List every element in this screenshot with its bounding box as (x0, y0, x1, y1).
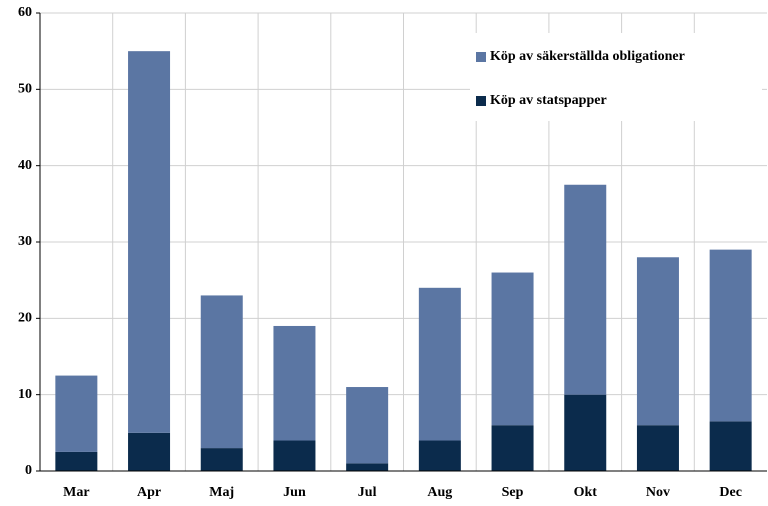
x-tick-label: Aug (427, 485, 452, 500)
x-tick-label: Maj (209, 485, 234, 500)
x-tick-label: Apr (137, 485, 161, 500)
bar-segment (709, 421, 752, 471)
legend-swatch (476, 52, 486, 62)
bar-segment (564, 394, 607, 471)
bar-segment (491, 425, 534, 471)
y-tick-label: 50 (18, 82, 32, 97)
x-tick-label: Nov (646, 485, 670, 500)
bar-segment (491, 272, 534, 426)
x-tick-label: Mar (63, 485, 89, 500)
legend-label: Köp av statspapper (490, 93, 607, 108)
x-tick-label: Jun (283, 485, 306, 500)
bar-segment (55, 451, 98, 471)
y-tick-label: 40 (18, 158, 32, 173)
bar-segment (418, 440, 461, 471)
bar-segment (709, 249, 752, 422)
bar-segment (418, 287, 461, 441)
x-tick-label: Jul (358, 485, 377, 500)
bar-segment (128, 432, 171, 471)
x-tick-label: Dec (719, 485, 742, 500)
bar-segment (200, 448, 243, 471)
legend-swatch (476, 96, 486, 106)
bar-segment (200, 295, 243, 449)
bar-segment (273, 325, 316, 441)
bar-segment (128, 51, 171, 433)
bar-segment (346, 387, 389, 464)
bar-segment (346, 463, 389, 471)
y-tick-label: 20 (18, 311, 32, 326)
bar-segment (564, 184, 607, 395)
legend-box (470, 33, 762, 121)
x-tick-label: Okt (574, 485, 598, 500)
bar-segment (55, 375, 98, 452)
bar-segment (273, 440, 316, 471)
y-tick-label: 30 (18, 234, 32, 249)
bar-segment (636, 425, 679, 471)
x-tick-label: Sep (502, 485, 524, 500)
y-tick-label: 10 (18, 387, 32, 402)
bar-segment (636, 257, 679, 426)
legend-label: Köp av säkerställda obligationer (490, 49, 685, 64)
y-tick-label: 60 (18, 5, 32, 20)
y-tick-label: 0 (25, 463, 32, 478)
